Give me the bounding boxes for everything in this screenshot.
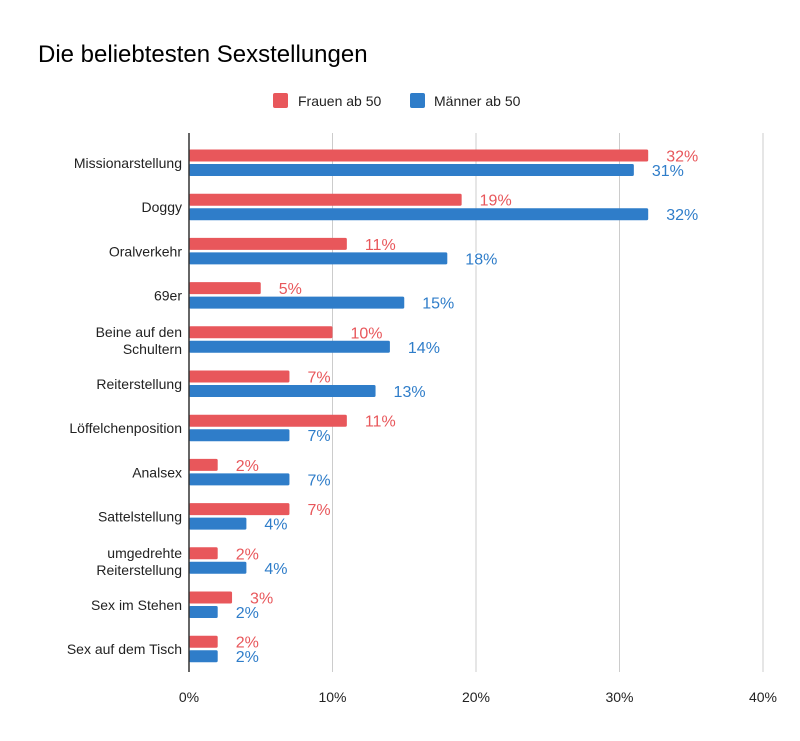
legend-swatch-maenner bbox=[410, 93, 425, 108]
gridlines bbox=[332, 133, 764, 672]
bar-frauen-4 bbox=[189, 326, 333, 339]
data-label-maenner-9: 4% bbox=[264, 561, 287, 578]
tick-label-30: 30% bbox=[605, 689, 633, 705]
category-label-1: Doggy bbox=[142, 199, 182, 215]
data-label-maenner-4: 14% bbox=[408, 340, 440, 357]
data-label-frauen-5: 7% bbox=[307, 370, 330, 387]
category-label-5: Reiterstellung bbox=[96, 376, 182, 392]
category-label-11: Sex auf dem Tisch bbox=[67, 641, 182, 657]
data-label-frauen-0: 32% bbox=[666, 149, 698, 166]
data-label-frauen-11: 2% bbox=[236, 635, 259, 652]
bar-maenner-4 bbox=[189, 340, 390, 353]
category-label-6: Löffelchenposition bbox=[69, 420, 182, 436]
category-label-9: umgedrehte Reiterstellung bbox=[96, 545, 182, 578]
bar-maenner-10 bbox=[189, 606, 218, 618]
bar-frauen-6 bbox=[189, 414, 347, 427]
bar-frauen-8 bbox=[189, 503, 290, 516]
bar-frauen-1 bbox=[189, 193, 462, 206]
data-label-frauen-1: 19% bbox=[480, 193, 512, 210]
legend-swatch-frauen bbox=[273, 93, 288, 108]
category-labels: Missionarstellung Doggy Oralverkehr 69er Bei… bbox=[67, 155, 183, 657]
tick-label-0: 0% bbox=[179, 689, 199, 705]
bar-maenner-5 bbox=[189, 385, 376, 397]
data-label-maenner-11: 2% bbox=[236, 649, 259, 666]
category-label-10: Sex im Stehen bbox=[91, 597, 182, 613]
category-label-8: Sattelstellung bbox=[98, 509, 182, 525]
bar-frauen-10 bbox=[189, 591, 233, 604]
data-label-maenner-8: 4% bbox=[264, 517, 287, 534]
bar-frauen-0 bbox=[189, 149, 649, 162]
data-label-frauen-4: 10% bbox=[351, 325, 383, 342]
bar-maenner-3 bbox=[189, 296, 405, 309]
data-label-maenner-1: 32% bbox=[666, 207, 698, 224]
bar-maenner-8 bbox=[189, 517, 247, 530]
bar-maenner-6 bbox=[189, 429, 290, 442]
data-label-frauen-8: 7% bbox=[307, 502, 330, 519]
tick-label-40: 40% bbox=[749, 689, 777, 705]
bar-maenner-1 bbox=[189, 208, 649, 221]
category-label-7: Analsex bbox=[132, 464, 182, 480]
bar-frauen-5 bbox=[189, 370, 290, 383]
data-label-frauen-9: 2% bbox=[236, 546, 259, 563]
data-label-maenner-5: 13% bbox=[394, 384, 426, 401]
bar-maenner-9 bbox=[189, 561, 247, 574]
legend-label-maenner: Männer ab 50 bbox=[434, 93, 521, 109]
legend: Frauen ab 50 Männer ab 50 bbox=[273, 93, 521, 109]
data-label-frauen-3: 5% bbox=[279, 281, 302, 298]
bar-frauen-2 bbox=[189, 237, 347, 250]
data-label-maenner-6: 7% bbox=[307, 428, 330, 445]
data-label-maenner-2: 18% bbox=[465, 251, 497, 268]
bar-maenner-11 bbox=[189, 650, 218, 663]
legend-label-frauen: Frauen ab 50 bbox=[298, 93, 381, 109]
chart-title: Die beliebtesten Sexstellungen bbox=[38, 41, 368, 68]
data-label-frauen-6: 11% bbox=[365, 414, 396, 431]
tick-label-10: 10% bbox=[318, 689, 346, 705]
data-labels: 32%31%19%32%11%18%5%15%10%14%7%13%11%7%2… bbox=[234, 147, 700, 668]
category-label-4: Beine auf den Schultern bbox=[96, 324, 182, 357]
bar-maenner-7 bbox=[189, 473, 290, 486]
bar-frauen-7 bbox=[189, 458, 218, 471]
bar-maenner-2 bbox=[189, 252, 448, 265]
category-label-2: Oralverkehr bbox=[109, 243, 182, 259]
bar-frauen-11 bbox=[189, 635, 218, 648]
data-label-maenner-0: 31% bbox=[652, 163, 684, 180]
tick-label-20: 20% bbox=[462, 689, 490, 705]
data-label-maenner-3: 15% bbox=[422, 296, 454, 313]
bar-frauen-9 bbox=[189, 547, 218, 560]
bars bbox=[189, 149, 649, 663]
data-label-frauen-10: 3% bbox=[250, 591, 273, 608]
data-label-frauen-2: 11% bbox=[365, 237, 396, 254]
bar-maenner-0 bbox=[189, 164, 634, 176]
bar-frauen-3 bbox=[189, 282, 261, 295]
category-label-0: Missionarstellung bbox=[74, 155, 182, 171]
data-label-frauen-7: 2% bbox=[236, 458, 259, 475]
category-label-3: 69er bbox=[154, 288, 182, 304]
data-label-maenner-7: 7% bbox=[307, 472, 330, 489]
x-axis-tick-labels: 0% 10% 20% 30% 40% bbox=[179, 689, 777, 705]
data-label-maenner-10: 2% bbox=[236, 605, 259, 622]
